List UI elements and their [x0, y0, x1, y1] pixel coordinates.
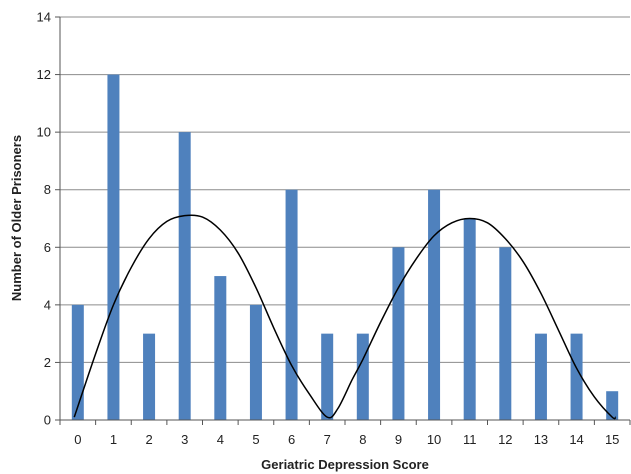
y-tick-label-6: 6: [44, 240, 51, 255]
bar-5: [249, 304, 262, 420]
x-tick-label-5: 5: [252, 432, 259, 447]
bar-10: [428, 189, 441, 420]
bar-6: [285, 189, 298, 420]
bar-8: [356, 333, 369, 420]
x-tick-label-0: 0: [74, 432, 81, 447]
bar-1: [107, 74, 120, 421]
fitted-curve: [73, 214, 617, 420]
axes: [55, 16, 631, 425]
x-tick-label-11: 11: [463, 432, 477, 447]
bar-4: [214, 276, 227, 420]
x-tick-label-13: 13: [534, 432, 548, 447]
y-tick-labels: 0 2 4 6 8 10 12 14: [37, 10, 51, 428]
bar-11: [463, 218, 476, 420]
x-tick-label-9: 9: [395, 432, 402, 447]
x-axis-title: Geriatric Depression Score: [261, 457, 429, 472]
x-tick-label-6: 6: [288, 432, 295, 447]
bar-9: [392, 247, 405, 420]
bar-12: [499, 247, 512, 420]
bar-2: [143, 333, 156, 420]
bar-3: [178, 132, 191, 420]
bar-0: [71, 304, 84, 420]
x-tick-label-8: 8: [359, 432, 366, 447]
x-tick-label-12: 12: [498, 432, 512, 447]
y-tick-label-8: 8: [44, 182, 51, 197]
bar-14: [570, 333, 583, 420]
bar-13: [534, 333, 547, 420]
x-tick-label-10: 10: [427, 432, 441, 447]
curve-line: [73, 214, 617, 420]
x-tick-labels: 0 1 2 3 4 5 6 7 8 9 10 11 12 13 14 15: [74, 432, 619, 447]
y-tick-label-2: 2: [44, 355, 51, 370]
y-tick-label-14: 14: [37, 10, 51, 25]
bar-7: [321, 333, 334, 420]
bars: [71, 74, 619, 421]
y-tick-label-4: 4: [44, 297, 51, 312]
bar-15: [606, 391, 619, 420]
x-tick-label-15: 15: [605, 432, 619, 447]
x-tick-label-1: 1: [110, 432, 117, 447]
y-axis-title: Number of Older Prisoners: [9, 135, 24, 301]
x-tick-label-2: 2: [145, 432, 152, 447]
x-tick-label-7: 7: [324, 432, 331, 447]
x-tick-label-4: 4: [217, 432, 224, 447]
y-tick-label-12: 12: [37, 67, 51, 82]
y-tick-label-0: 0: [44, 413, 51, 428]
x-tick-label-14: 14: [569, 432, 583, 447]
x-tick-label-3: 3: [181, 432, 188, 447]
y-tick-label-10: 10: [37, 125, 51, 140]
